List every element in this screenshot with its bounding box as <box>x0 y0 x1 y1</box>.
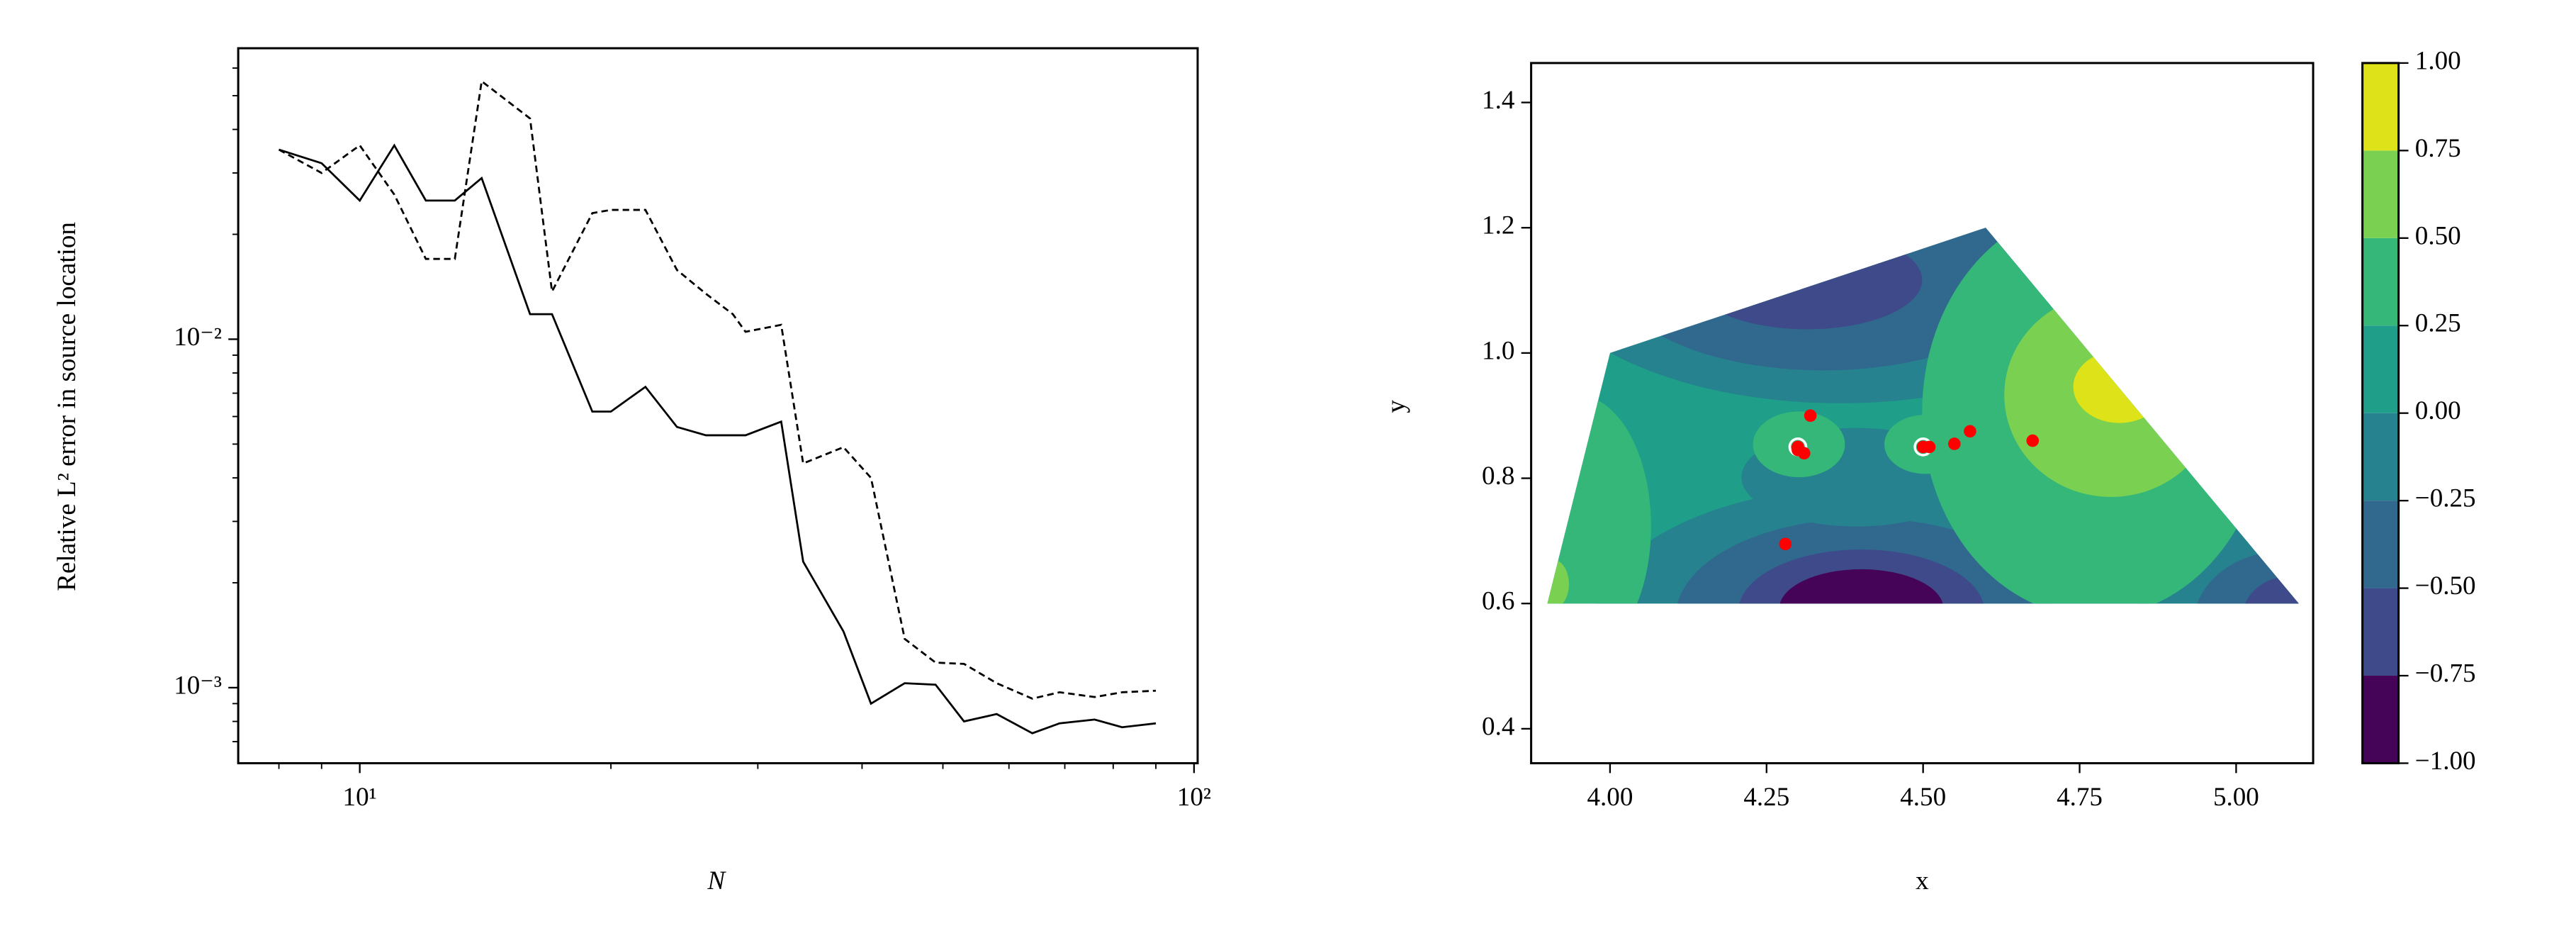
scatter-point <box>1804 409 1817 423</box>
scatter-point <box>1792 443 1804 457</box>
y-tick-label: 10⁻² <box>174 323 222 352</box>
colorbar-tick-label: 0.50 <box>2415 221 2461 250</box>
colorbar-tick-label: 1.00 <box>2415 46 2461 75</box>
scatter-point <box>2026 434 2040 447</box>
x-tick-label: 4.00 <box>1587 783 1633 812</box>
scatter-point <box>1964 425 1976 438</box>
x-tick-label: 10¹ <box>343 783 377 812</box>
x-axis-label: x <box>1916 866 1929 895</box>
colorbar-tick-label: −0.50 <box>2415 571 2476 601</box>
x-tick-label: 4.50 <box>1900 783 1946 812</box>
colorbar-tick-label: 0.25 <box>2415 309 2461 338</box>
contour-band <box>2073 350 2166 423</box>
colorbar-band <box>2362 238 2399 326</box>
y-axis-label: y <box>1381 400 1410 413</box>
contour-band <box>1738 549 1985 604</box>
y-tick-label: 10⁻³ <box>174 671 222 700</box>
y-tick-label: 1.4 <box>1482 86 1514 115</box>
colorbar-band <box>2362 325 2399 413</box>
x-tick-label: 4.25 <box>1743 783 1789 812</box>
colorbar-tick-label: −0.75 <box>2415 659 2476 688</box>
x-axis-label: N <box>707 866 726 895</box>
line-series <box>279 143 1157 735</box>
scatter-point <box>1923 440 1936 454</box>
colorbar-tick-label: −1.00 <box>2415 747 2476 776</box>
scatter-point <box>1948 437 1961 450</box>
colorbar-tick-label: −0.25 <box>2415 484 2476 513</box>
colorbar-tick-label: 0.75 <box>2415 134 2461 163</box>
colorbar-tick-label: 0.00 <box>2415 396 2461 425</box>
y-tick-label: 0.6 <box>1482 587 1514 616</box>
contour-band <box>1692 230 1923 330</box>
colorbar-band <box>2362 588 2399 676</box>
colorbar-band <box>2362 676 2399 764</box>
colorbar-band <box>2362 150 2399 238</box>
colorbar-band <box>2362 62 2399 151</box>
x-tick-label: 5.00 <box>2213 783 2259 812</box>
y-tick-label: 1.0 <box>1482 336 1514 365</box>
y-tick-label: 1.2 <box>1482 211 1514 240</box>
colorbar-band <box>2362 501 2399 588</box>
contour-band <box>1547 395 1651 604</box>
contour-band <box>1779 569 1944 604</box>
contour-band <box>2193 551 2299 604</box>
colorbar-frame <box>2361 62 2400 764</box>
x-tick-label: 10² <box>1177 783 1211 812</box>
plot-frame <box>237 47 1199 764</box>
contour-band <box>1547 559 1569 604</box>
contour-band <box>2242 576 2299 604</box>
x-tick-label: 4.75 <box>2057 783 2103 812</box>
contour-band <box>1675 518 2054 604</box>
colorbar-band <box>2362 413 2399 501</box>
line-series <box>278 79 1157 700</box>
scatter-point <box>1779 537 1792 551</box>
y-axis-label: Relative L² error in source location <box>52 222 81 591</box>
plot-frame <box>1530 62 2315 764</box>
y-tick-label: 0.4 <box>1482 712 1514 741</box>
y-tick-label: 0.8 <box>1482 462 1514 491</box>
